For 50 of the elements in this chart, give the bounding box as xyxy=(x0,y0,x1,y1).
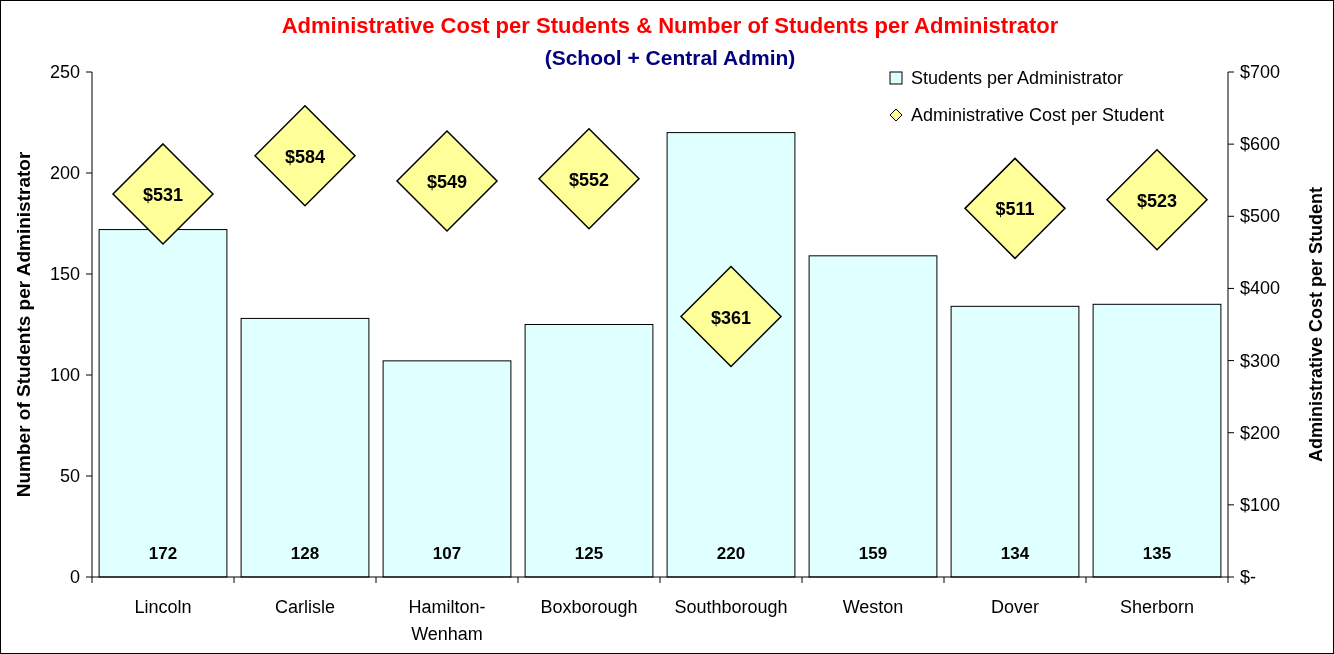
chart-title: Administrative Cost per Students & Number of Students per Administrator xyxy=(281,13,1059,38)
data-label: 172 xyxy=(148,544,178,563)
y2-tick-label: $- xyxy=(1240,567,1257,587)
data-label: 135 xyxy=(1142,544,1172,563)
x-tick-label: Hamilton-Wenham xyxy=(408,597,486,644)
y-tick-label: 0 xyxy=(69,567,80,587)
data-label: $523 xyxy=(1136,190,1178,211)
data-label: $531 xyxy=(142,184,184,205)
data-label: $552 xyxy=(568,169,610,190)
y-tick-label: 200 xyxy=(49,163,80,183)
data-label: 128 xyxy=(290,544,320,563)
x-tick-label: Weston xyxy=(842,597,904,617)
x-tick-label: Sherborn xyxy=(1119,597,1195,617)
y2-tick-label: $300 xyxy=(1240,350,1281,371)
y-tick-label: 250 xyxy=(49,62,80,82)
data-label: 107 xyxy=(432,544,462,563)
point xyxy=(254,104,356,207)
point xyxy=(1106,148,1208,251)
legend-label: Students per Administrator xyxy=(911,68,1124,88)
data-label: 220 xyxy=(716,544,746,563)
y-tick-label: 100 xyxy=(49,365,80,385)
y2-tick-label: $400 xyxy=(1240,278,1281,299)
point xyxy=(396,130,498,232)
point xyxy=(680,265,782,368)
data-label: 125 xyxy=(574,544,604,563)
data-label: 134 xyxy=(1000,544,1030,563)
y2-tick-label: $100 xyxy=(1240,494,1281,515)
x-tick-label: Lincoln xyxy=(134,597,192,617)
y2-tick-label: $700 xyxy=(1240,62,1281,82)
y-axis-title: Number of Students per Administrator xyxy=(13,151,34,498)
y2-tick-label: $200 xyxy=(1240,422,1281,443)
x-tick-label: Carlisle xyxy=(274,597,336,617)
point xyxy=(964,157,1066,260)
y2-axis-title: Administrative Cost per Student xyxy=(1306,186,1326,463)
data-label: $511 xyxy=(995,199,1035,220)
data-label: 159 xyxy=(858,544,888,563)
data-label: $549 xyxy=(426,171,468,192)
point xyxy=(112,143,214,245)
x-tick-label: Boxborough xyxy=(540,597,638,617)
data-label: $361 xyxy=(710,307,752,328)
y-tick-label: 150 xyxy=(49,264,80,284)
point xyxy=(538,128,640,230)
y2-tick-label: $600 xyxy=(1240,134,1281,155)
y2-tick-label: $500 xyxy=(1240,206,1281,227)
data-label: $584 xyxy=(284,146,326,167)
legend-label: Administrative Cost per Student xyxy=(911,105,1165,125)
x-tick-label: Dover xyxy=(990,597,1040,617)
chart-subtitle: (School + Central Admin) xyxy=(544,46,796,69)
y-tick-label: 50 xyxy=(59,466,80,486)
x-tick-label: Southborough xyxy=(674,597,788,617)
